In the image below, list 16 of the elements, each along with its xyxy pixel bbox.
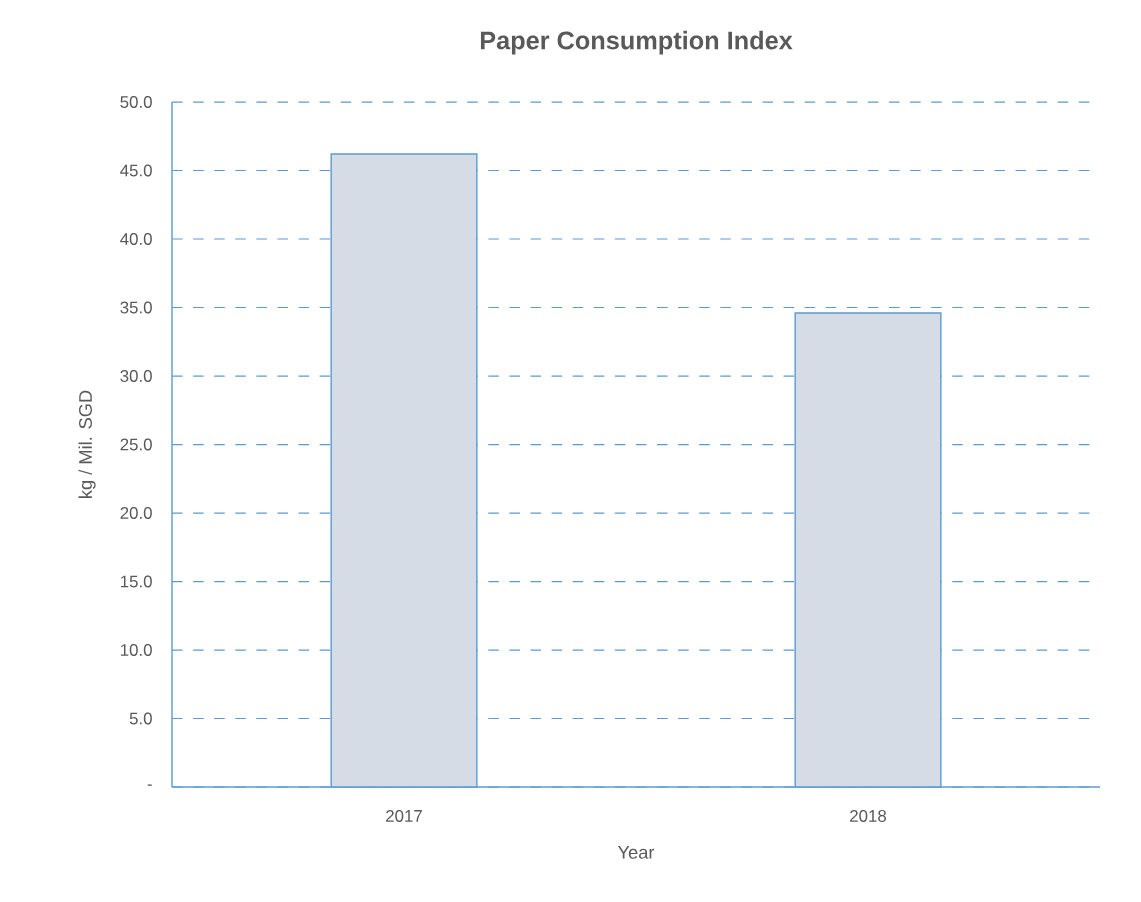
y-tick-label: 40.0 [120,233,152,245]
y-tick-label: 15.0 [120,575,152,588]
y-tick-label: 45.0 [120,164,152,177]
y-tick-label: 30.0 [120,370,152,382]
x-axis-title: Year [617,846,655,859]
y-tick-label: 20.0 [120,507,152,519]
y-tick-label: - [147,784,152,786]
x-tick-label: 2017 [386,809,422,822]
x-tick-label: 2018 [850,809,887,822]
y-tick-label: 25.0 [120,438,152,451]
y-tick-label: 10.0 [120,644,152,656]
y-tick-label: 50.0 [120,96,152,108]
y-tick-label: 5.0 [129,712,152,725]
y-axis-title: kg / Mil. SGD [78,390,96,498]
chart-title: Paper Consumption Index [480,30,793,55]
y-tick-label: 35.0 [120,301,152,314]
